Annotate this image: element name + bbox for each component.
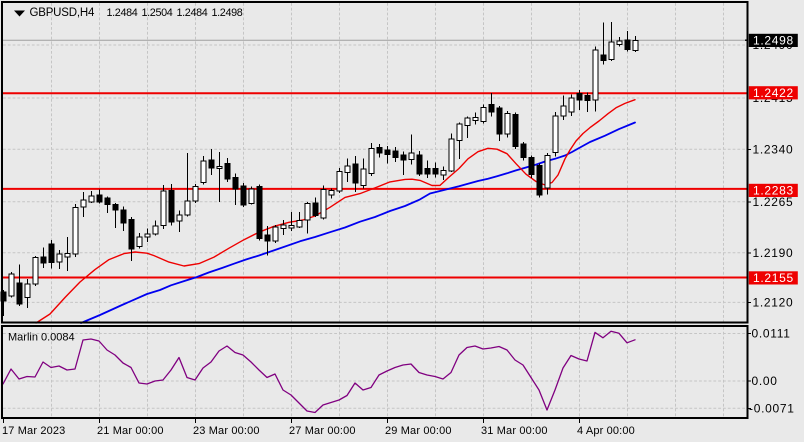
svg-text:1.2120: 1.2120 — [753, 296, 794, 310]
svg-text:21 Mar 00:00: 21 Mar 00:00 — [97, 425, 164, 437]
svg-text:29 Mar 00:00: 29 Mar 00:00 — [385, 425, 452, 437]
svg-text:1.2190: 1.2190 — [753, 246, 794, 260]
svg-text:Marlin 0.0084: Marlin 0.0084 — [8, 332, 75, 344]
svg-text:31 Mar 00:00: 31 Mar 00:00 — [481, 425, 548, 437]
svg-text:1.2498: 1.2498 — [753, 34, 794, 48]
svg-text:0.00: 0.00 — [752, 374, 778, 388]
svg-text:1.2265: 1.2265 — [753, 195, 794, 209]
svg-text:4 Apr 00:00: 4 Apr 00:00 — [577, 425, 635, 437]
svg-text:1.2484: 1.2484 — [177, 7, 208, 19]
svg-text:1.2422: 1.2422 — [753, 86, 794, 100]
svg-text:1.2484: 1.2484 — [107, 7, 138, 19]
svg-text:-0.0071: -0.0071 — [749, 401, 795, 415]
svg-text:GBPUSD,H4: GBPUSD,H4 — [30, 7, 95, 19]
svg-text:27 Mar 00:00: 27 Mar 00:00 — [289, 425, 356, 437]
svg-text:23 Mar 00:00: 23 Mar 00:00 — [193, 425, 260, 437]
svg-text:0.0111: 0.0111 — [752, 327, 791, 341]
svg-text:1.2155: 1.2155 — [753, 271, 794, 285]
svg-text:1.2283: 1.2283 — [753, 184, 794, 198]
svg-text:1.2340: 1.2340 — [753, 143, 794, 157]
svg-text:17 Mar 2023: 17 Mar 2023 — [2, 425, 65, 437]
svg-text:1.2504: 1.2504 — [142, 7, 173, 19]
svg-text:1.2498: 1.2498 — [212, 7, 243, 19]
